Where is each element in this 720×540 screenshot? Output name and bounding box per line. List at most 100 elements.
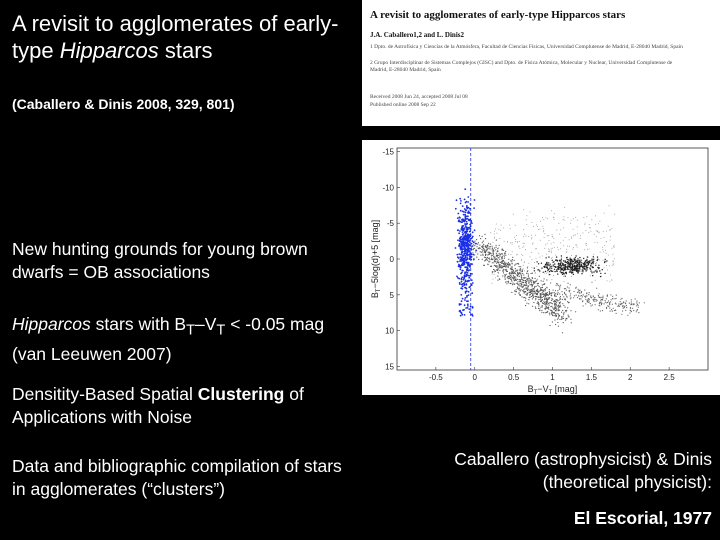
star-dot (601, 246, 603, 248)
star-dot (510, 275, 512, 277)
star-dot (575, 216, 577, 218)
star-dot (458, 277, 461, 280)
star-dot (553, 268, 556, 270)
star-dot (565, 289, 567, 291)
star-dot (585, 243, 587, 245)
star-dot (502, 275, 504, 277)
star-dot (568, 287, 570, 289)
star-dot (494, 269, 496, 271)
star-dot (621, 297, 623, 299)
star-dot (556, 282, 558, 285)
star-dot (596, 259, 598, 262)
star-dot (467, 294, 470, 296)
star-dot (589, 260, 591, 262)
star-dot (585, 266, 588, 268)
star-dot (543, 297, 545, 299)
star-dot (539, 289, 541, 291)
star-dot (529, 278, 531, 280)
star-dot (501, 262, 503, 264)
star-dot (526, 280, 528, 282)
star-dot (467, 218, 470, 221)
star-dot (557, 309, 559, 312)
star-dot (589, 275, 591, 277)
star-dot (528, 303, 530, 305)
star-dot (499, 237, 501, 239)
star-dot (516, 274, 518, 276)
star-dot (566, 258, 568, 261)
star-dot (508, 258, 510, 260)
star-dot (622, 305, 624, 308)
star-dot (559, 304, 561, 306)
star-dot (562, 273, 565, 275)
star-dot (493, 250, 495, 252)
star-dot (467, 215, 469, 218)
star-dot (485, 238, 487, 240)
star-dot (536, 266, 538, 267)
star-dot (471, 306, 474, 309)
star-dot (480, 238, 482, 240)
star-dot (541, 217, 543, 219)
star-dot (458, 219, 460, 222)
star-dot (613, 246, 615, 247)
star-dot (590, 265, 592, 267)
credit: Caballero (astrophysicist) & Dinis (theo… (454, 449, 712, 492)
star-dot (575, 260, 578, 263)
star-dot (595, 215, 596, 217)
y-tick-label: -15 (382, 148, 394, 157)
star-dot (512, 278, 514, 280)
star-dot (494, 259, 496, 261)
star-dot (525, 249, 526, 251)
star-dot (605, 252, 607, 254)
star-dot (603, 261, 606, 264)
star-dot (609, 307, 611, 309)
star-dot (552, 216, 554, 218)
star-dot (543, 303, 545, 305)
star-dot (583, 257, 585, 260)
star-dot (558, 304, 560, 306)
star-dot (546, 253, 548, 255)
star-dot (551, 279, 553, 281)
star-dot (562, 270, 564, 272)
star-dot (571, 267, 574, 270)
star-dot (548, 302, 550, 304)
star-dot (585, 229, 587, 231)
star-dot (560, 260, 562, 262)
star-dot (529, 296, 531, 298)
star-dot (514, 290, 516, 292)
star-dot (469, 311, 471, 313)
star-dot (474, 247, 476, 249)
star-dot (517, 275, 519, 277)
star-dot (458, 245, 460, 247)
star-dot (539, 270, 541, 272)
star-dot (507, 262, 509, 264)
star-dot (549, 291, 551, 294)
star-dot (518, 289, 520, 291)
star-dot (577, 288, 579, 290)
star-dot (543, 278, 545, 280)
star-dot (574, 234, 576, 236)
star-dot (458, 282, 461, 284)
star-dot (553, 237, 555, 239)
text: –V (195, 314, 217, 334)
star-dot (576, 246, 578, 248)
star-dot (501, 258, 502, 260)
star-dot (625, 304, 628, 307)
star-dot (576, 270, 578, 273)
star-dot (460, 236, 463, 238)
star-dot (592, 271, 594, 272)
star-dot (491, 271, 493, 273)
star-dot (566, 309, 568, 311)
star-dot (559, 266, 562, 269)
star-dot (619, 301, 621, 303)
star-dot (552, 289, 554, 291)
star-dot (556, 259, 559, 262)
star-dot (579, 256, 581, 259)
star-dot (557, 307, 559, 309)
star-dot (531, 277, 533, 279)
star-dot (533, 270, 536, 272)
star-dot (600, 302, 602, 304)
star-dot (574, 262, 576, 264)
star-dot (511, 263, 513, 265)
star-dot (564, 265, 566, 267)
star-dot (572, 272, 574, 274)
